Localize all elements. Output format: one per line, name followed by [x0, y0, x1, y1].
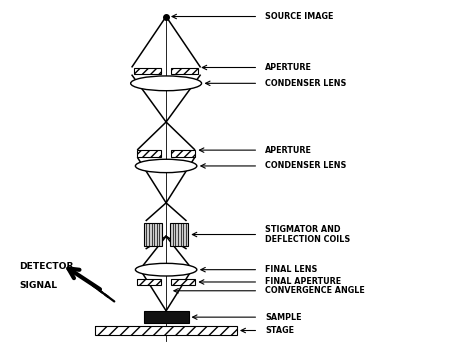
Bar	[137, 279, 161, 285]
Text: SIGNAL: SIGNAL	[19, 281, 58, 290]
Bar	[171, 279, 195, 285]
Ellipse shape	[136, 263, 197, 276]
Bar	[170, 222, 188, 246]
Text: CONVERGENCE ANGLE: CONVERGENCE ANGLE	[265, 286, 365, 295]
Text: SOURCE IMAGE: SOURCE IMAGE	[265, 12, 334, 21]
Text: STAGE: STAGE	[265, 326, 294, 335]
Text: STIGMATOR AND
DEFLECTION COILS: STIGMATOR AND DEFLECTION COILS	[265, 225, 351, 244]
Text: DETECTOR: DETECTOR	[19, 262, 74, 271]
Bar	[137, 150, 161, 157]
Bar	[144, 311, 189, 323]
Ellipse shape	[136, 159, 197, 173]
Bar	[137, 150, 161, 157]
Text: SAMPLE: SAMPLE	[265, 313, 302, 322]
Text: CONDENSER LENS: CONDENSER LENS	[265, 161, 347, 170]
Text: FINAL APERTURE: FINAL APERTURE	[265, 277, 341, 287]
Ellipse shape	[131, 76, 201, 91]
Bar	[95, 326, 237, 335]
Bar	[134, 68, 161, 74]
Text: CONDENSER LENS: CONDENSER LENS	[265, 79, 347, 88]
Text: APERTURE: APERTURE	[265, 63, 312, 72]
Text: APERTURE: APERTURE	[265, 146, 312, 155]
Text: FINAL LENS: FINAL LENS	[265, 265, 318, 274]
Bar	[137, 279, 161, 285]
Bar	[95, 326, 237, 335]
Bar	[171, 68, 198, 74]
Bar	[171, 150, 195, 157]
Bar	[134, 68, 161, 74]
Bar	[171, 279, 195, 285]
Bar	[171, 68, 198, 74]
Bar	[171, 150, 195, 157]
Bar	[144, 222, 162, 246]
